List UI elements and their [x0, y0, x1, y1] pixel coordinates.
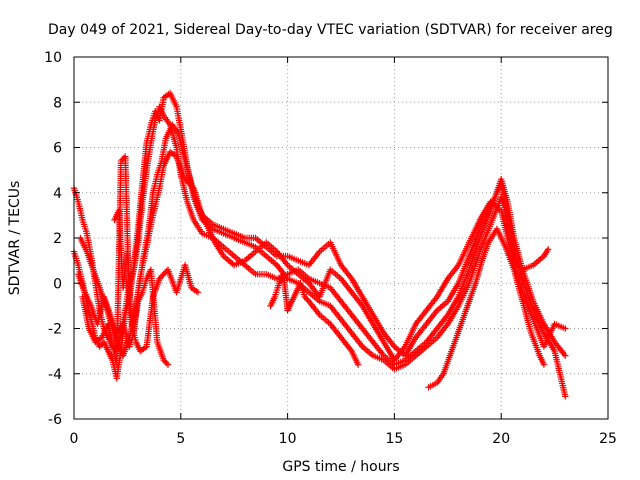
data-point — [562, 325, 569, 332]
x-tick-label: 15 — [385, 431, 403, 447]
data-point — [562, 393, 569, 400]
data-point — [183, 177, 190, 184]
y-tick-label: 8 — [53, 95, 62, 111]
x-tick-label: 25 — [599, 431, 617, 447]
y-tick-label: -6 — [48, 412, 62, 428]
data-point — [97, 341, 105, 349]
y-tick-label: 6 — [53, 141, 62, 157]
data-point — [562, 352, 569, 359]
data-point — [516, 263, 523, 270]
y-axis-label: SDTVAR / TECUs — [7, 181, 23, 296]
y-tick-label: 10 — [44, 50, 62, 66]
series-track-4 — [77, 121, 552, 364]
y-tick-label: -2 — [48, 322, 62, 338]
x-tick-label: 20 — [492, 431, 510, 447]
series-track-3 — [75, 148, 569, 359]
x-axis-label: GPS time / hours — [282, 459, 399, 475]
y-tick-label: -4 — [48, 367, 62, 383]
y-tick-label: 4 — [53, 186, 62, 202]
data-point — [515, 261, 522, 269]
x-tick-label: 10 — [279, 431, 297, 447]
y-tick-label: 0 — [53, 276, 62, 292]
chart-title: Day 049 of 2021, Sidereal Day-to-day VTE… — [48, 22, 613, 38]
data-point — [96, 343, 103, 350]
x-tick-label: 0 — [70, 431, 79, 447]
data-point — [544, 246, 552, 253]
y-tick-label: 2 — [53, 231, 62, 247]
data-points — [70, 90, 569, 400]
x-tick-label: 5 — [176, 431, 185, 447]
data-point — [512, 258, 519, 266]
data-point — [517, 264, 525, 272]
data-point — [119, 156, 126, 163]
